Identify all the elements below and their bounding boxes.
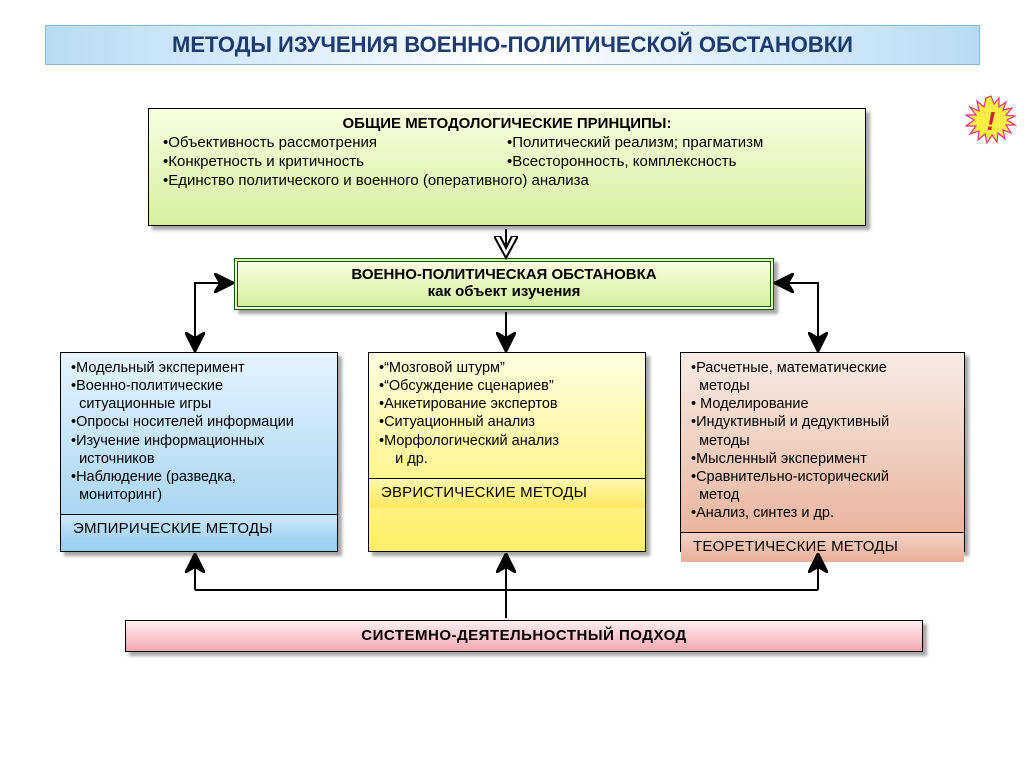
theoretical-label: ТЕОРЕТИЧЕСКИЕ МЕТОДЫ: [681, 532, 964, 562]
method-item: •“Мозговой штурм”: [379, 359, 635, 377]
method-item: •Расчетные, математические методы: [691, 359, 954, 395]
method-item: •Военно-политические ситуационные игры: [71, 377, 327, 413]
principle-item: •Политический реализм; прагматизм: [507, 134, 851, 153]
method-item: •Ситуационный анализ: [379, 413, 635, 431]
system-box: СИСТЕМНО-ДЕЯТЕЛЬНОСТНЫЙ ПОДХОД: [125, 620, 923, 652]
principle-item: •Конкретность и критичность: [163, 153, 507, 172]
method-item: •Модельный эксперимент: [71, 359, 327, 377]
method-item: •Наблюдение (разведка, мониторинг): [71, 468, 327, 504]
principle-item: •Всесторонность, комплексность: [507, 153, 851, 172]
empirical-label: ЭМПИРИЧЕСКИЕ МЕТОДЫ: [61, 514, 337, 544]
method-item: •Индуктивный и дедуктивный методы: [691, 413, 954, 449]
object-line1: ВОЕННО-ПОЛИТИЧЕСКАЯ ОБСТАНОВКА: [238, 266, 770, 283]
starburst-text: !: [987, 106, 996, 137]
page-title: МЕТОДЫ ИЗУЧЕНИЯ ВОЕННО-ПОЛИТИЧЕСКОЙ ОБСТ…: [45, 25, 980, 65]
method-item: •Морфологический анализ и др.: [379, 432, 635, 468]
theoretical-box: •Расчетные, математические методы • Моде…: [680, 352, 965, 552]
method-item: •Анкетирование экспертов: [379, 395, 635, 413]
principle-item: •Единство политического и военного (опер…: [163, 172, 851, 191]
object-line2: как объект изучения: [238, 283, 770, 300]
empirical-box: •Модельный эксперимент •Военно-политичес…: [60, 352, 338, 552]
heuristic-box: •“Мозговой штурм” •“Обсуждение сценариев…: [368, 352, 646, 552]
method-item: •Опросы носителей информации: [71, 413, 327, 431]
method-item: •“Обсуждение сценариев”: [379, 377, 635, 395]
object-box: ВОЕННО-ПОЛИТИЧЕСКАЯ ОБСТАНОВКА как объек…: [234, 258, 774, 310]
method-item: •Изучение информационных источников: [71, 432, 327, 468]
method-item: •Сравнительно-исторический метод: [691, 468, 954, 504]
attention-starburst: !: [965, 95, 1017, 147]
principle-item: •Объективность рассмотрения: [163, 134, 507, 153]
principles-title: ОБЩИЕ МЕТОДОЛОГИЧЕСКИЕ ПРИНЦИПЫ:: [163, 115, 851, 132]
method-item: •Анализ, синтез и др.: [691, 504, 954, 522]
method-item: • Моделирование: [691, 395, 954, 413]
principles-box: ОБЩИЕ МЕТОДОЛОГИЧЕСКИЕ ПРИНЦИПЫ: •Объект…: [148, 108, 866, 226]
method-item: •Мысленный эксперимент: [691, 450, 954, 468]
heuristic-label: ЭВРИСТИЧЕСКИЕ МЕТОДЫ: [369, 478, 645, 508]
